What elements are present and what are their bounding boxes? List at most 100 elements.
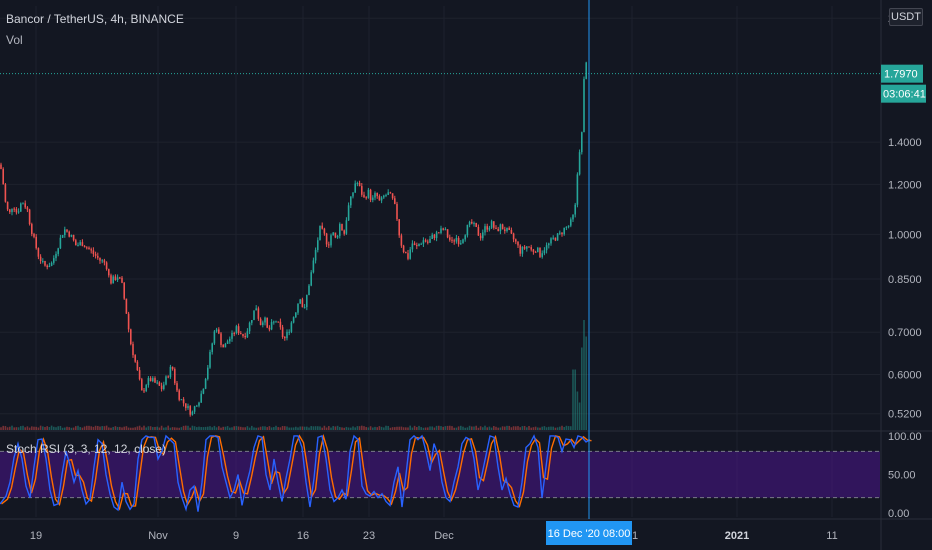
volume-bar (581, 347, 583, 430)
volume-bar (457, 426, 460, 430)
candle-body (198, 402, 200, 406)
last-price-label: 1.7970 (884, 69, 918, 81)
volume-bar (372, 427, 374, 430)
candle-body (0, 164, 2, 169)
candle-body (112, 276, 114, 284)
candle-body (451, 239, 453, 241)
candle-body (123, 282, 125, 299)
symbol-legend[interactable]: Bancor / TetherUS, 4h, BINANCE (6, 12, 184, 26)
candle-body (367, 189, 370, 198)
volume-bar (277, 427, 279, 430)
volume-bar (270, 427, 273, 430)
volume-bar (330, 427, 332, 430)
volume-bar (39, 425, 42, 430)
candle-body (314, 249, 317, 261)
candle-body (158, 382, 161, 386)
candle-body (259, 318, 262, 326)
volume-bar (528, 425, 530, 430)
volume-bar (209, 426, 211, 430)
candle-body (11, 208, 13, 213)
candle-body (431, 234, 433, 239)
candle-body (196, 405, 198, 407)
candle-body (211, 343, 213, 352)
candle-body (574, 204, 576, 215)
candle-body (585, 62, 587, 79)
volume-bar (475, 425, 477, 430)
stoch-rsi-legend[interactable]: Stoch RSI (3, 3, 12, 12, close) (6, 442, 167, 456)
candle-body (479, 235, 482, 239)
volume-bar (488, 426, 491, 430)
candle-body (248, 322, 251, 332)
candle-body (486, 226, 488, 230)
currency-badge[interactable]: USDT (889, 8, 923, 26)
stoch-k-line (0, 434, 591, 512)
volume-bar (46, 426, 48, 430)
volume-bar (314, 426, 317, 430)
volume-bar (506, 425, 508, 430)
volume-bar (345, 426, 348, 430)
volume-bar (347, 427, 350, 430)
candle-body (543, 250, 546, 254)
candle-body (312, 260, 315, 273)
candle-body (457, 237, 460, 245)
candle-body (433, 234, 436, 238)
candle-body (66, 229, 68, 232)
candle-body (407, 253, 409, 259)
candle-body (391, 193, 394, 199)
volume-bar (72, 427, 75, 430)
candle-body (517, 241, 519, 246)
candle-body (255, 308, 257, 311)
candle-body (31, 224, 33, 234)
candle-body (455, 237, 458, 242)
volume-bar (110, 427, 112, 430)
volume-bar (407, 427, 409, 430)
candle-body (262, 322, 264, 326)
candle-body (561, 232, 563, 235)
crosshair-date-label: 16 Dec '20 08:00 (548, 528, 631, 540)
volume-bar (554, 427, 557, 430)
volume-legend[interactable]: Vol (6, 33, 23, 47)
volume-bar (427, 427, 429, 430)
candle-body (138, 370, 141, 380)
volume-bar (237, 426, 240, 430)
candle-body (15, 208, 18, 213)
volume-bar (211, 427, 213, 430)
volume-bar (251, 425, 253, 430)
candle-body (552, 237, 554, 239)
candle-body (273, 321, 275, 323)
candle-body (303, 307, 306, 309)
volume-bar (15, 427, 18, 430)
volume-bar (387, 425, 389, 430)
volume-bar (325, 427, 328, 430)
candle-body (165, 376, 167, 385)
volume-bar (66, 426, 68, 430)
candle-body (330, 235, 332, 246)
volume-bar (6, 427, 9, 430)
volume-bar (336, 425, 339, 430)
volume-bar (86, 425, 88, 430)
volume-bar (312, 426, 315, 430)
candle-body (347, 205, 350, 221)
candle-body (281, 327, 284, 338)
candle-body (180, 399, 183, 401)
volume-bar (2, 425, 4, 430)
volume-bar (132, 427, 134, 430)
volume-bar (530, 427, 532, 430)
volume-bar (165, 427, 167, 430)
volume-bar (543, 426, 546, 430)
candle-body (64, 229, 66, 236)
candle-body (339, 224, 341, 236)
volume-bar (42, 426, 44, 430)
volume-bar (154, 426, 156, 430)
candle-layer (0, 61, 587, 417)
volume-bar (64, 427, 66, 430)
volume-bar (4, 426, 7, 430)
volume-bar (352, 426, 354, 430)
candle-body (24, 203, 26, 208)
volume-bar (79, 427, 81, 430)
volume-bar (460, 425, 462, 430)
candle-body (204, 378, 207, 389)
